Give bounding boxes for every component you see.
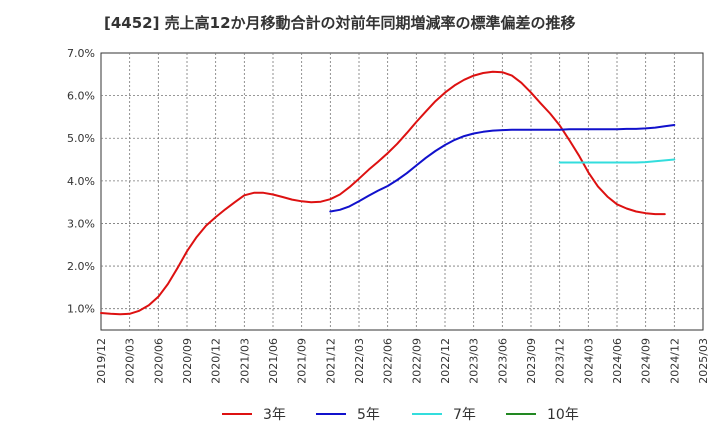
x-tick-label: 2024/03 [582, 338, 595, 384]
x-tick-label: 2023/06 [496, 338, 509, 384]
y-tick-label: 4.0% [67, 175, 95, 188]
x-tick-label: 2020/06 [152, 338, 165, 384]
y-tick-label: 5.0% [67, 132, 95, 145]
legend-label-5年: 5年 [357, 407, 380, 423]
series-line-3年 [100, 70, 666, 316]
chart-title: [4452] 売上高12か月移動合計の対前年同期増減率の標準偏差の推移 [104, 14, 576, 32]
x-tick-label: 2024/09 [640, 338, 653, 384]
x-tick-label: 2020/12 [210, 338, 223, 384]
x-tick-label: 2021/06 [267, 338, 280, 384]
series-line-5年 [329, 124, 676, 213]
y-tick-label: 3.0% [67, 217, 95, 230]
y-tick-label: 2.0% [67, 260, 95, 273]
x-tick-label: 2025/03 [697, 338, 710, 384]
x-tick-label: 2021/09 [296, 338, 309, 384]
x-tick-label: 2021/03 [238, 338, 251, 384]
x-tick-label: 2023/12 [554, 338, 567, 384]
y-tick-label: 6.0% [67, 90, 95, 103]
x-tick-label: 2023/09 [525, 338, 538, 384]
x-tick-label: 2024/12 [668, 338, 681, 384]
x-tick-label: 2023/03 [468, 338, 481, 384]
x-tick-label: 2022/06 [382, 338, 395, 384]
x-tick-label: 2024/06 [611, 338, 624, 384]
x-tick-label: 2020/03 [124, 338, 137, 384]
legend-label-7年: 7年 [453, 407, 476, 423]
x-tick-label: 2019/12 [95, 338, 108, 384]
y-tick-label: 7.0% [67, 47, 95, 60]
plot-area [100, 52, 704, 331]
x-tick-label: 2021/12 [324, 338, 337, 384]
legend-label-10年: 10年 [547, 407, 579, 423]
x-tick-label: 2020/09 [181, 338, 194, 384]
y-tick-label: 1.0% [67, 303, 95, 316]
x-tick-label: 2022/09 [410, 338, 423, 384]
series-line-7年 [558, 158, 676, 164]
x-tick-label: 2022/03 [353, 338, 366, 384]
x-tick-label: 2022/12 [439, 338, 452, 384]
legend-label-3年: 3年 [263, 407, 286, 423]
